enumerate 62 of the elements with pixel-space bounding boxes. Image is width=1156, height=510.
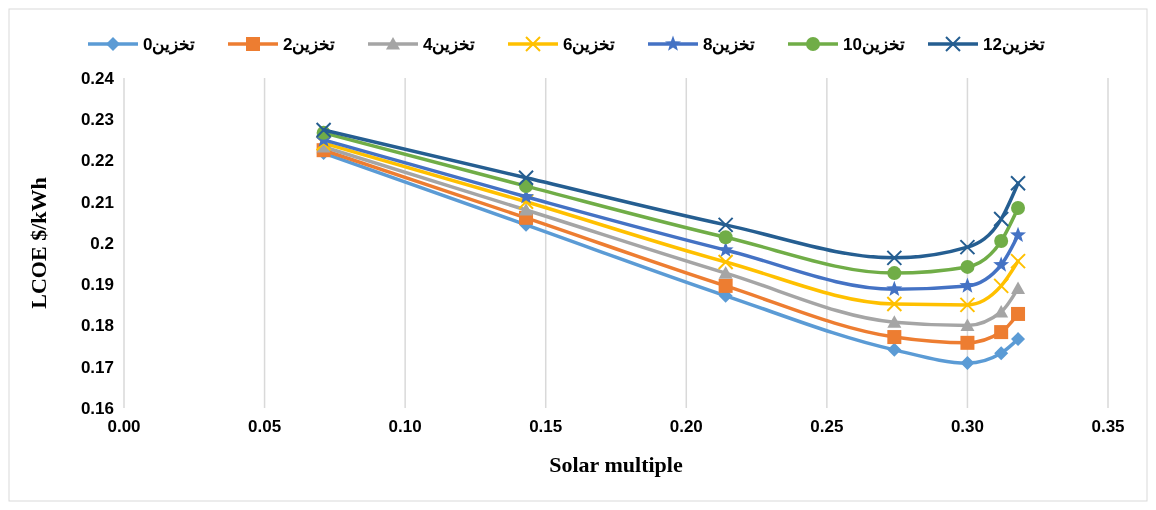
- point: [959, 296, 976, 313]
- point: [518, 193, 535, 210]
- point: [994, 346, 1009, 361]
- point: [1011, 200, 1026, 215]
- x-tick-label: 0.15: [529, 417, 563, 436]
- y-tick-label: 0.24: [80, 68, 115, 88]
- y-tick-label: 0.2: [90, 233, 114, 253]
- legend-label: تخزين2: [283, 34, 336, 55]
- point: [718, 278, 733, 293]
- point: [315, 121, 332, 138]
- point: [994, 325, 1009, 340]
- point: [718, 230, 733, 245]
- point: [960, 318, 975, 332]
- legend-label: تخزين12: [983, 34, 1045, 55]
- x-tick-label: 0.05: [248, 417, 282, 436]
- point: [519, 203, 534, 216]
- point: [994, 304, 1009, 318]
- point: [518, 169, 535, 186]
- point: [718, 266, 733, 279]
- x-tick-label: 0.25: [810, 417, 844, 436]
- point: [993, 211, 1010, 228]
- y-tick-label: 0.16: [80, 398, 114, 418]
- point: [886, 296, 903, 313]
- y-axis-title: LCOE $/kWh: [26, 177, 51, 309]
- point: [1010, 253, 1027, 270]
- point: [993, 256, 1010, 272]
- y-tick-label: 0.22: [80, 151, 114, 171]
- point: [886, 280, 903, 296]
- legend-label: تخزين8: [703, 34, 756, 55]
- x-axis-title: Solar multiple: [549, 452, 683, 477]
- y-tick-label: 0.18: [80, 316, 114, 336]
- point: [717, 216, 734, 233]
- point: [993, 277, 1010, 294]
- x-tick-label: 0.10: [388, 417, 422, 436]
- point: [1010, 226, 1027, 242]
- point: [1010, 175, 1027, 192]
- point: [886, 249, 903, 266]
- point: [887, 342, 902, 357]
- point: [887, 266, 902, 281]
- point: [959, 239, 976, 256]
- x-tick-label: 0.30: [950, 417, 984, 436]
- point: [1011, 332, 1026, 347]
- y-tick-label: 0.23: [80, 110, 114, 130]
- point: [960, 356, 975, 371]
- point: [994, 233, 1009, 248]
- legend-label: تخزين4: [423, 34, 476, 55]
- y-tick-label: 0.19: [80, 275, 114, 295]
- point: [887, 315, 902, 328]
- point: [1011, 281, 1026, 294]
- point: [887, 330, 902, 345]
- point: [1011, 306, 1026, 321]
- point: [717, 253, 734, 270]
- x-tick-label: 0.20: [669, 417, 703, 436]
- point: [960, 259, 975, 274]
- x-tick-label: 0.35: [1091, 417, 1125, 436]
- legend-label: تخزين10: [843, 34, 905, 55]
- point: [960, 335, 975, 350]
- y-tick-label: 0.21: [80, 192, 114, 212]
- legend-label: تخزين0: [143, 34, 196, 55]
- x-tick-label: 0.00: [107, 417, 141, 436]
- y-tick-label: 0.17: [80, 357, 114, 377]
- legend-label: تخزين6: [563, 34, 616, 55]
